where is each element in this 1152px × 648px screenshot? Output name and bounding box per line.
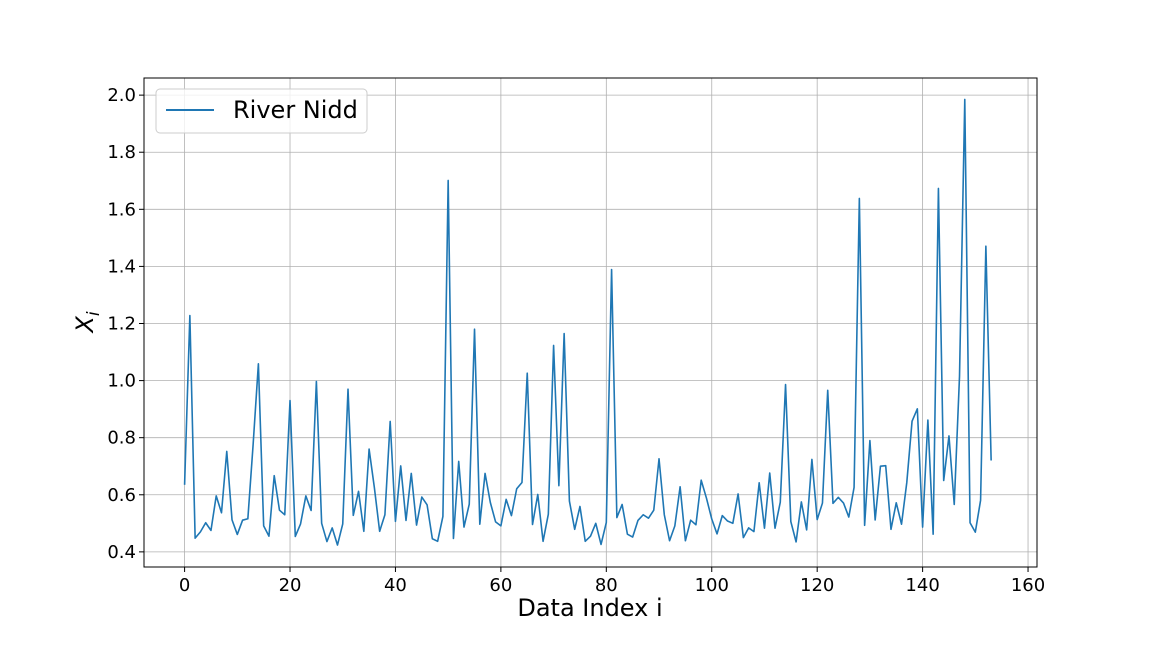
y-tick-label: 1.0 [107, 371, 136, 392]
y-tick-label: 1.6 [107, 199, 136, 220]
legend-box [155, 88, 368, 134]
y-tick-label: 0.4 [107, 542, 136, 563]
axis-ticks: 0 20 40 60 80 100 120 140 160 0.4 0.6 0.8 1.0 1.2 1.4 1… [107, 85, 1045, 596]
x-tick-label: 160 [1011, 575, 1045, 596]
plot-area-frame [143, 77, 1038, 568]
series-layer [183, 98, 992, 546]
y-tick-label: 1.8 [107, 142, 136, 163]
y-tick-label: 2.0 [107, 85, 136, 106]
legend: River Nidd [155, 88, 368, 134]
y-axis-title: Xi [71, 311, 104, 334]
x-tick-label: 40 [384, 575, 407, 596]
x-tick-label: 100 [695, 575, 729, 596]
x-tick-label: 0 [179, 575, 190, 596]
y-tick-label: 0.8 [107, 428, 136, 449]
series-line-1 [183, 98, 992, 546]
x-tick-label: 20 [279, 575, 302, 596]
legend-label: River Nidd [233, 96, 358, 124]
y-tick-label: 0.6 [107, 485, 136, 506]
x-tick-label: 60 [489, 575, 512, 596]
y-tick-label: 1.2 [107, 313, 136, 334]
x-tick-label: 120 [800, 575, 834, 596]
x-axis-title: Data Index i [517, 594, 662, 622]
x-tick-label: 80 [595, 575, 618, 596]
x-tick-label: 140 [905, 575, 939, 596]
y-tick-label: 1.4 [107, 256, 136, 277]
